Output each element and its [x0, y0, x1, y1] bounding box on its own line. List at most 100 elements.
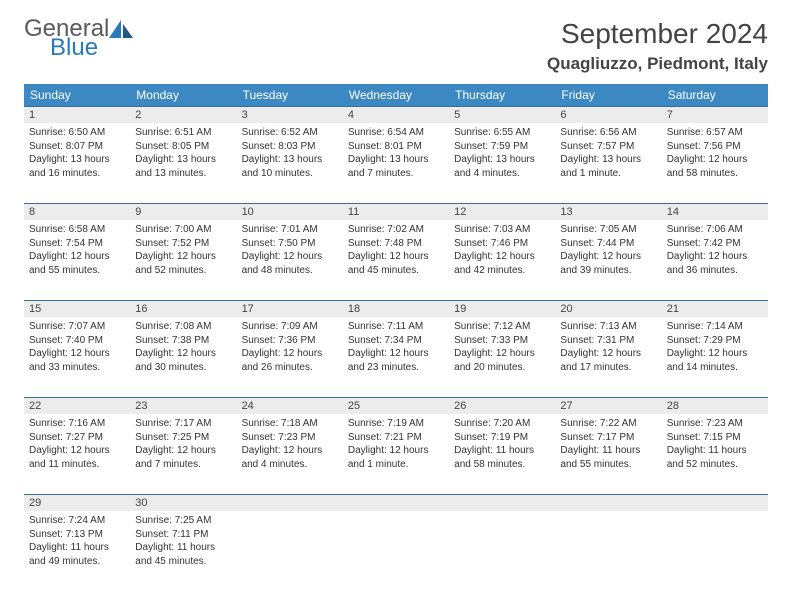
- day-header: Thursday: [449, 84, 555, 106]
- day-number-cell: 15: [24, 300, 130, 317]
- day-info: Sunrise: 7:08 AMSunset: 7:38 PMDaylight:…: [135, 320, 231, 374]
- day-cell: Sunrise: 6:50 AMSunset: 8:07 PMDaylight:…: [24, 123, 130, 203]
- day-info: Sunrise: 7:19 AMSunset: 7:21 PMDaylight:…: [348, 417, 444, 471]
- day-cell: [237, 511, 343, 591]
- day-info: Sunrise: 6:57 AMSunset: 7:56 PMDaylight:…: [667, 126, 763, 180]
- day-number-cell: 27: [555, 397, 661, 414]
- day-cell: Sunrise: 7:08 AMSunset: 7:38 PMDaylight:…: [130, 317, 236, 397]
- day-number-cell: 13: [555, 203, 661, 220]
- day-info: Sunrise: 7:24 AMSunset: 7:13 PMDaylight:…: [29, 514, 125, 568]
- day-info: Sunrise: 7:03 AMSunset: 7:46 PMDaylight:…: [454, 223, 550, 277]
- day-cell: Sunrise: 6:58 AMSunset: 7:54 PMDaylight:…: [24, 220, 130, 300]
- day-cell: Sunrise: 7:19 AMSunset: 7:21 PMDaylight:…: [343, 414, 449, 494]
- day-number-cell: [662, 494, 768, 511]
- day-cell: Sunrise: 7:07 AMSunset: 7:40 PMDaylight:…: [24, 317, 130, 397]
- day-number-cell: 21: [662, 300, 768, 317]
- day-info: Sunrise: 7:17 AMSunset: 7:25 PMDaylight:…: [135, 417, 231, 471]
- day-cell: [343, 511, 449, 591]
- day-cell: Sunrise: 7:13 AMSunset: 7:31 PMDaylight:…: [555, 317, 661, 397]
- day-info: Sunrise: 7:05 AMSunset: 7:44 PMDaylight:…: [560, 223, 656, 277]
- day-info: Sunrise: 7:11 AMSunset: 7:34 PMDaylight:…: [348, 320, 444, 374]
- day-info: Sunrise: 7:06 AMSunset: 7:42 PMDaylight:…: [667, 223, 763, 277]
- day-number-cell: 8: [24, 203, 130, 220]
- day-cell: Sunrise: 7:17 AMSunset: 7:25 PMDaylight:…: [130, 414, 236, 494]
- day-info: Sunrise: 6:54 AMSunset: 8:01 PMDaylight:…: [348, 126, 444, 180]
- day-info: Sunrise: 7:22 AMSunset: 7:17 PMDaylight:…: [560, 417, 656, 471]
- day-cell: Sunrise: 7:05 AMSunset: 7:44 PMDaylight:…: [555, 220, 661, 300]
- day-cell: Sunrise: 7:09 AMSunset: 7:36 PMDaylight:…: [237, 317, 343, 397]
- day-info: Sunrise: 6:56 AMSunset: 7:57 PMDaylight:…: [560, 126, 656, 180]
- day-cell: Sunrise: 6:51 AMSunset: 8:05 PMDaylight:…: [130, 123, 236, 203]
- day-number-cell: 14: [662, 203, 768, 220]
- day-info: Sunrise: 7:07 AMSunset: 7:40 PMDaylight:…: [29, 320, 125, 374]
- day-number-cell: [237, 494, 343, 511]
- day-header: Wednesday: [343, 84, 449, 106]
- day-cell: Sunrise: 7:14 AMSunset: 7:29 PMDaylight:…: [662, 317, 768, 397]
- day-info: Sunrise: 7:13 AMSunset: 7:31 PMDaylight:…: [560, 320, 656, 374]
- day-cell: Sunrise: 7:02 AMSunset: 7:48 PMDaylight:…: [343, 220, 449, 300]
- day-number-cell: 24: [237, 397, 343, 414]
- day-info: Sunrise: 7:25 AMSunset: 7:11 PMDaylight:…: [135, 514, 231, 568]
- day-header: Friday: [555, 84, 661, 106]
- day-number-cell: 28: [662, 397, 768, 414]
- page-header: General Blue September 2024 Quagliuzzo, …: [24, 18, 768, 74]
- day-cell: Sunrise: 7:24 AMSunset: 7:13 PMDaylight:…: [24, 511, 130, 591]
- location-label: Quagliuzzo, Piedmont, Italy: [547, 54, 768, 74]
- day-number-cell: 18: [343, 300, 449, 317]
- day-info: Sunrise: 6:50 AMSunset: 8:07 PMDaylight:…: [29, 126, 125, 180]
- month-title: September 2024: [547, 18, 768, 50]
- day-info: Sunrise: 7:02 AMSunset: 7:48 PMDaylight:…: [348, 223, 444, 277]
- day-number-cell: 6: [555, 106, 661, 123]
- day-cell: Sunrise: 7:16 AMSunset: 7:27 PMDaylight:…: [24, 414, 130, 494]
- day-number-cell: 12: [449, 203, 555, 220]
- day-number-cell: 22: [24, 397, 130, 414]
- day-number-cell: 30: [130, 494, 236, 511]
- day-cell: Sunrise: 6:52 AMSunset: 8:03 PMDaylight:…: [237, 123, 343, 203]
- day-cell: Sunrise: 7:11 AMSunset: 7:34 PMDaylight:…: [343, 317, 449, 397]
- day-cell: [662, 511, 768, 591]
- day-cell: Sunrise: 6:55 AMSunset: 7:59 PMDaylight:…: [449, 123, 555, 203]
- day-cell: Sunrise: 7:01 AMSunset: 7:50 PMDaylight:…: [237, 220, 343, 300]
- calendar-grid: SundayMondayTuesdayWednesdayThursdayFrid…: [24, 84, 768, 591]
- day-number-cell: 3: [237, 106, 343, 123]
- day-cell: Sunrise: 7:03 AMSunset: 7:46 PMDaylight:…: [449, 220, 555, 300]
- day-number-cell: 4: [343, 106, 449, 123]
- day-info: Sunrise: 7:18 AMSunset: 7:23 PMDaylight:…: [242, 417, 338, 471]
- day-info: Sunrise: 6:58 AMSunset: 7:54 PMDaylight:…: [29, 223, 125, 277]
- day-number-cell: 20: [555, 300, 661, 317]
- day-cell: Sunrise: 7:18 AMSunset: 7:23 PMDaylight:…: [237, 414, 343, 494]
- day-number-cell: 2: [130, 106, 236, 123]
- day-cell: Sunrise: 6:56 AMSunset: 7:57 PMDaylight:…: [555, 123, 661, 203]
- day-info: Sunrise: 7:20 AMSunset: 7:19 PMDaylight:…: [454, 417, 550, 471]
- day-number-cell: [343, 494, 449, 511]
- day-header: Monday: [130, 84, 236, 106]
- day-info: Sunrise: 6:52 AMSunset: 8:03 PMDaylight:…: [242, 126, 338, 180]
- day-info: Sunrise: 7:16 AMSunset: 7:27 PMDaylight:…: [29, 417, 125, 471]
- day-number-cell: 11: [343, 203, 449, 220]
- day-number-cell: 16: [130, 300, 236, 317]
- day-cell: Sunrise: 7:00 AMSunset: 7:52 PMDaylight:…: [130, 220, 236, 300]
- day-number-cell: 9: [130, 203, 236, 220]
- day-number-cell: [555, 494, 661, 511]
- day-cell: Sunrise: 7:20 AMSunset: 7:19 PMDaylight:…: [449, 414, 555, 494]
- day-cell: Sunrise: 7:22 AMSunset: 7:17 PMDaylight:…: [555, 414, 661, 494]
- day-header: Tuesday: [237, 84, 343, 106]
- day-info: Sunrise: 7:12 AMSunset: 7:33 PMDaylight:…: [454, 320, 550, 374]
- day-info: Sunrise: 6:51 AMSunset: 8:05 PMDaylight:…: [135, 126, 231, 180]
- day-number-cell: 7: [662, 106, 768, 123]
- day-number-cell: [449, 494, 555, 511]
- day-info: Sunrise: 7:00 AMSunset: 7:52 PMDaylight:…: [135, 223, 231, 277]
- day-number-cell: 1: [24, 106, 130, 123]
- day-cell: Sunrise: 7:25 AMSunset: 7:11 PMDaylight:…: [130, 511, 236, 591]
- day-number-cell: 26: [449, 397, 555, 414]
- day-number-cell: 19: [449, 300, 555, 317]
- day-header: Saturday: [662, 84, 768, 106]
- brand-logo: General Blue: [24, 18, 137, 60]
- day-number-cell: 23: [130, 397, 236, 414]
- day-info: Sunrise: 6:55 AMSunset: 7:59 PMDaylight:…: [454, 126, 550, 180]
- day-number-cell: 10: [237, 203, 343, 220]
- day-info: Sunrise: 7:14 AMSunset: 7:29 PMDaylight:…: [667, 320, 763, 374]
- day-info: Sunrise: 7:01 AMSunset: 7:50 PMDaylight:…: [242, 223, 338, 277]
- day-cell: [449, 511, 555, 591]
- day-cell: Sunrise: 6:54 AMSunset: 8:01 PMDaylight:…: [343, 123, 449, 203]
